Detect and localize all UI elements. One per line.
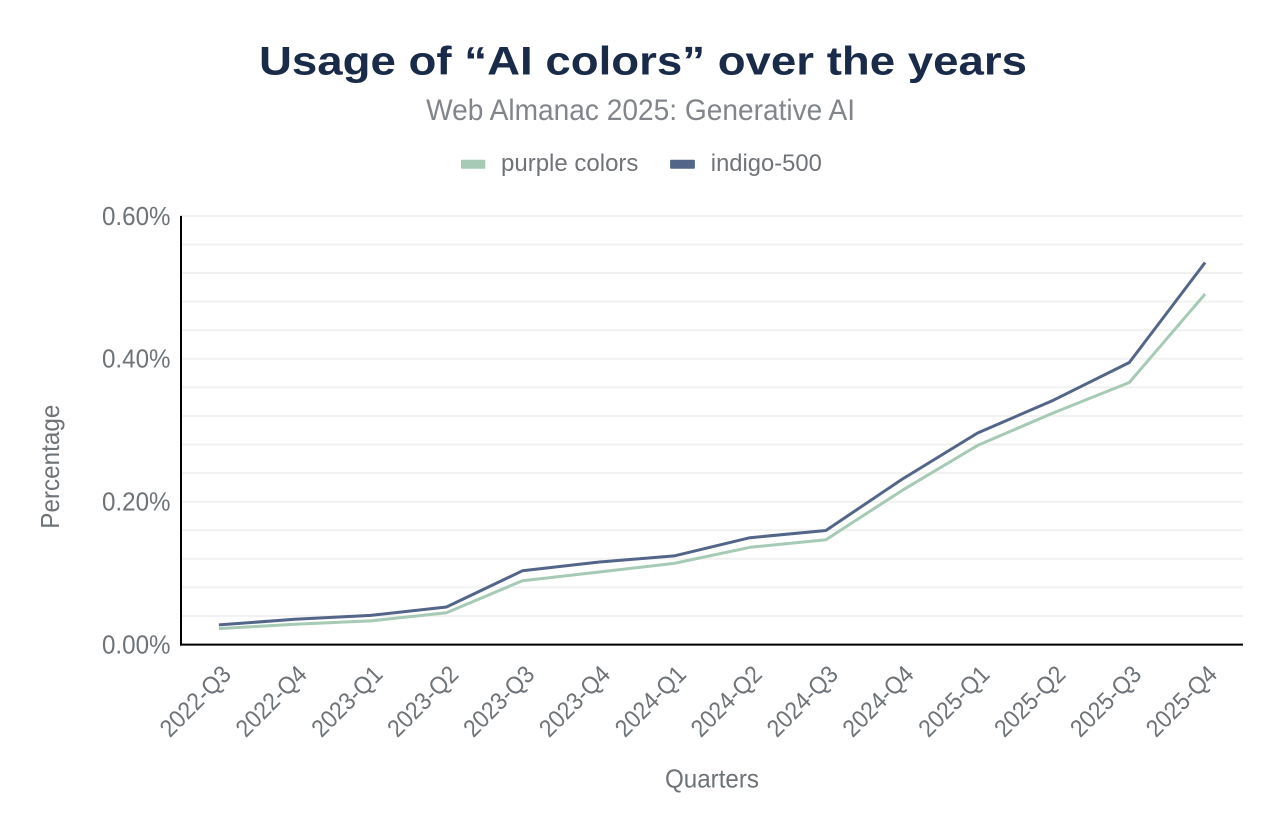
svg-text:Web Almanac 2025: Generative A: Web Almanac 2025: Generative AI (426, 94, 855, 127)
svg-text:Usage of “AI colors” over the: Usage of “AI colors” over the years (259, 40, 1027, 84)
svg-text:0.60%: 0.60% (102, 201, 171, 231)
svg-text:indigo-500: indigo-500 (711, 150, 822, 177)
svg-text:0.40%: 0.40% (102, 344, 171, 374)
svg-text:0.00%: 0.00% (102, 630, 171, 660)
svg-text:Percentage: Percentage (35, 405, 65, 529)
svg-text:0.20%: 0.20% (102, 487, 171, 517)
svg-text:purple colors: purple colors (501, 150, 638, 177)
svg-text:Quarters: Quarters (665, 764, 759, 794)
